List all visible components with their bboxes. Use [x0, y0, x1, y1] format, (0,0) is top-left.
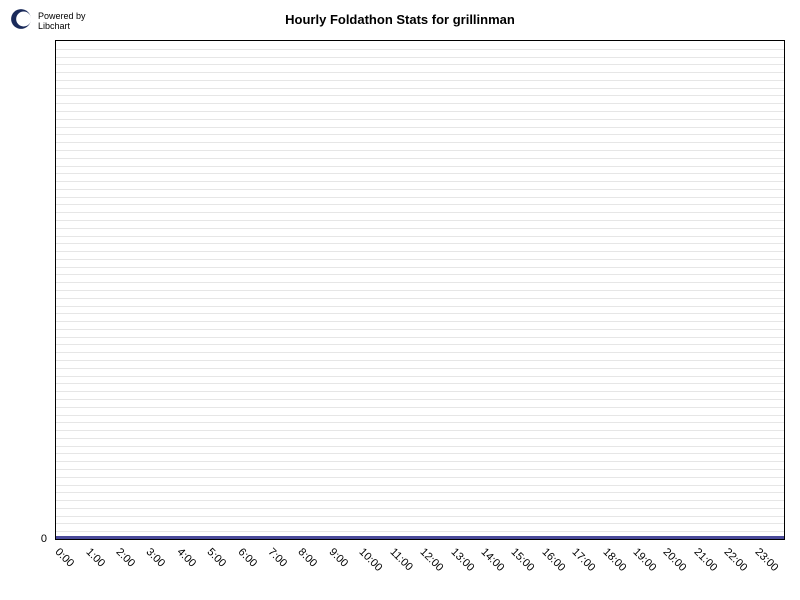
x-tick-label: 9:00: [326, 546, 350, 570]
grid-line: [56, 523, 784, 524]
grid-line: [56, 189, 784, 190]
x-tick-label: 1:00: [83, 546, 107, 570]
x-tick-label: 4:00: [174, 546, 198, 570]
x-tick-label: 23:00: [752, 546, 780, 574]
x-tick-label: 21:00: [691, 546, 719, 574]
grid-line: [56, 274, 784, 275]
x-tick-label: 22:00: [722, 546, 750, 574]
grid-line: [56, 500, 784, 501]
x-tick-label: 12:00: [418, 546, 446, 574]
grid-line: [56, 337, 784, 338]
baseline-bar: [56, 536, 784, 539]
x-tick-label: 19:00: [631, 546, 659, 574]
x-tick-label: 18:00: [600, 546, 628, 574]
grid-line: [56, 251, 784, 252]
grid-line: [56, 88, 784, 89]
grid-line: [56, 267, 784, 268]
grid-line: [56, 134, 784, 135]
grid-line: [56, 212, 784, 213]
plot-area: [55, 40, 785, 540]
grid-line: [56, 508, 784, 509]
grid-line: [56, 57, 784, 58]
grid-line: [56, 158, 784, 159]
grid-line: [56, 197, 784, 198]
grid-line: [56, 243, 784, 244]
x-tick-label: 17:00: [570, 546, 598, 574]
x-tick-label: 14:00: [478, 546, 506, 574]
grid-line: [56, 181, 784, 182]
grid-line: [56, 166, 784, 167]
grid-line: [56, 72, 784, 73]
grid-line: [56, 313, 784, 314]
grid-line: [56, 438, 784, 439]
grid-lines: [56, 41, 784, 539]
x-tick-label: 8:00: [296, 546, 320, 570]
grid-line: [56, 290, 784, 291]
grid-line: [56, 306, 784, 307]
grid-line: [56, 259, 784, 260]
x-tick-label: 2:00: [113, 546, 137, 570]
x-tick-label: 20:00: [661, 546, 689, 574]
grid-line: [56, 415, 784, 416]
grid-line: [56, 407, 784, 408]
grid-line: [56, 298, 784, 299]
grid-line: [56, 453, 784, 454]
grid-line: [56, 391, 784, 392]
grid-line: [56, 376, 784, 377]
x-tick-label: 0:00: [53, 546, 77, 570]
grid-line: [56, 446, 784, 447]
chart-container: { "logo": { "powered_by_line1": "Powered…: [0, 0, 800, 600]
x-tick-label: 6:00: [235, 546, 259, 570]
grid-line: [56, 492, 784, 493]
grid-line: [56, 236, 784, 237]
grid-line: [56, 321, 784, 322]
grid-line: [56, 368, 784, 369]
x-tick-label: 5:00: [205, 546, 229, 570]
grid-line: [56, 360, 784, 361]
grid-line: [56, 49, 784, 50]
grid-line: [56, 461, 784, 462]
grid-line: [56, 220, 784, 221]
x-tick-label: 15:00: [509, 546, 537, 574]
grid-line: [56, 383, 784, 384]
x-tick-label: 7:00: [266, 546, 290, 570]
grid-line: [56, 422, 784, 423]
x-tick-label: 13:00: [448, 546, 476, 574]
grid-line: [56, 95, 784, 96]
grid-line: [56, 150, 784, 151]
grid-line: [56, 103, 784, 104]
x-tick-label: 16:00: [539, 546, 567, 574]
grid-line: [56, 282, 784, 283]
grid-line: [56, 119, 784, 120]
grid-line: [56, 477, 784, 478]
grid-line: [56, 399, 784, 400]
grid-line: [56, 142, 784, 143]
grid-line: [56, 352, 784, 353]
grid-line: [56, 64, 784, 65]
x-tick-label: 11:00: [387, 546, 414, 573]
grid-line: [56, 173, 784, 174]
grid-line: [56, 204, 784, 205]
grid-line: [56, 228, 784, 229]
grid-line: [56, 111, 784, 112]
grid-line: [56, 485, 784, 486]
grid-line: [56, 329, 784, 330]
grid-line: [56, 127, 784, 128]
grid-line: [56, 516, 784, 517]
grid-line: [56, 80, 784, 81]
grid-line: [56, 469, 784, 470]
grid-line: [56, 344, 784, 345]
grid-line: [56, 531, 784, 532]
chart-title: Hourly Foldathon Stats for grillinman: [0, 12, 800, 27]
x-tick-label: 3:00: [144, 546, 168, 570]
x-tick-label: 10:00: [357, 546, 385, 574]
grid-line: [56, 430, 784, 431]
y-tick-label: 0: [0, 533, 47, 545]
